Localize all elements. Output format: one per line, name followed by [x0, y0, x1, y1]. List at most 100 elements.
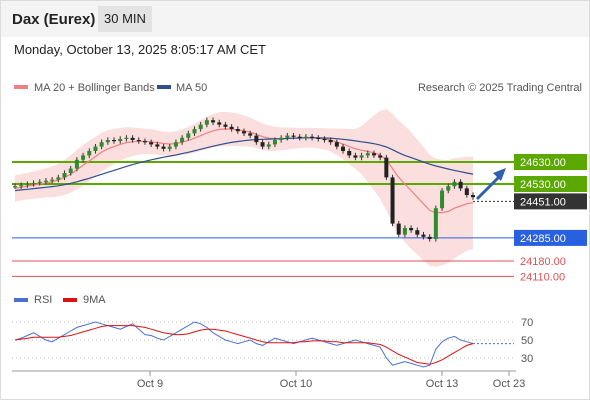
- candle-body: [43, 180, 48, 182]
- price-level-tags: 24630.00 24530.00 24451.00 24285.00 24180.00…: [514, 154, 587, 283]
- candle-body: [303, 136, 308, 138]
- x-tick-label: Oct 10: [280, 378, 312, 390]
- candle-body: [440, 190, 445, 209]
- resistance-tag-label: 24530.00: [520, 179, 566, 191]
- candle-body: [155, 144, 160, 147]
- chart-header: Dax (Eurex) 30 MIN: [1, 1, 589, 37]
- candle-body: [229, 126, 234, 129]
- candle-body: [458, 181, 463, 189]
- candle-body: [211, 120, 216, 123]
- rsi-lines: [14, 321, 514, 368]
- resistance-tag: [514, 176, 587, 192]
- candle-body: [242, 131, 246, 134]
- rsi-legend-label: RSI: [34, 294, 52, 306]
- candle-body: [99, 142, 104, 147]
- candle-body: [31, 182, 36, 185]
- candle-body: [396, 223, 401, 235]
- rsi-tick-label: 50: [521, 335, 533, 347]
- rsi-ma-line: [14, 325, 474, 365]
- candle-body: [204, 120, 209, 125]
- candle-body: [192, 129, 197, 134]
- instrument-title: Dax (Eurex): [12, 11, 96, 28]
- candle-body: [272, 140, 277, 145]
- bullish-arrow-icon: [475, 168, 506, 201]
- rsi-tick-label: 70: [521, 317, 533, 329]
- candle-body: [316, 137, 321, 139]
- x-tick-label: Oct 23: [493, 378, 525, 390]
- arrow-shaft: [475, 173, 503, 201]
- candle-body: [365, 153, 370, 156]
- candle-body: [37, 181, 42, 183]
- candle-body: [25, 184, 30, 186]
- candle-body: [421, 234, 426, 237]
- candle-body: [93, 146, 98, 151]
- candle-body: [217, 122, 222, 125]
- candle-body: [19, 185, 24, 187]
- candle-body: [186, 133, 191, 138]
- candle-body: [149, 142, 154, 145]
- candle-body: [68, 168, 73, 173]
- candle-body: [266, 144, 271, 147]
- ma20-legend-swatch: [14, 85, 28, 89]
- candle-body: [464, 188, 469, 195]
- candle-body: [62, 173, 67, 178]
- candle-body: [279, 137, 284, 140]
- rsi-legend-swatch: [14, 298, 28, 302]
- candle-body: [198, 124, 203, 129]
- support-level-label: 24180.00: [520, 256, 566, 268]
- candle-body: [223, 124, 228, 127]
- candle-body: [371, 153, 376, 156]
- candle-body: [415, 230, 420, 235]
- resistance-tag-label: 24630.00: [520, 157, 566, 169]
- candle-body: [118, 138, 123, 142]
- candle-body: [322, 138, 327, 141]
- x-tick-label: Oct 9: [137, 378, 163, 390]
- candle-body: [248, 133, 253, 136]
- candle-body: [124, 137, 129, 139]
- copyright-text: Research © 2025 Trading Central: [418, 82, 582, 94]
- ma20-legend-label: MA 20 + Bollinger Bands: [34, 82, 155, 94]
- candle-body: [173, 142, 178, 147]
- candle-body: [112, 140, 117, 142]
- candle-body: [136, 140, 141, 142]
- rsi-ma-legend-swatch: [63, 298, 77, 302]
- candle-body: [471, 195, 475, 198]
- candle-body: [74, 159, 79, 169]
- candle-body: [13, 186, 17, 188]
- candle-body: [409, 228, 414, 231]
- rsi-tick-label: 30: [521, 353, 533, 365]
- timeframe-badge[interactable]: 30 MIN: [98, 6, 152, 32]
- candle-body: [334, 142, 339, 147]
- x-axis: Oct 9 Oct 10 Oct 13 Oct 23: [137, 371, 525, 390]
- main-legend: MA 20 + Bollinger Bands MA 50 Research ©…: [14, 82, 582, 94]
- candle-body: [235, 129, 240, 132]
- candlesticks: [13, 117, 475, 242]
- candle-body: [285, 135, 290, 138]
- candle-body: [378, 155, 383, 158]
- support-level-label: 24110.00: [520, 271, 565, 283]
- candle-body: [427, 236, 432, 239]
- candle-body: [341, 146, 346, 151]
- candle-body: [291, 135, 296, 137]
- candle-body: [446, 186, 451, 191]
- candle-body: [167, 146, 172, 149]
- x-tick-label: Oct 13: [426, 378, 458, 390]
- bollinger-bands: [15, 109, 473, 267]
- rsi-legend: RSI 9MA: [14, 294, 106, 306]
- chart-datetime: Monday, October 13, 2025 8:05:17 AM CET: [14, 42, 266, 57]
- candle-body: [81, 155, 86, 160]
- candle-body: [56, 177, 61, 180]
- last-price-tag: [514, 193, 587, 210]
- candle-body: [310, 136, 315, 138]
- candle-body: [50, 179, 55, 181]
- candle-body: [161, 146, 166, 149]
- candle-body: [130, 137, 135, 140]
- candle-body: [180, 137, 185, 143]
- candle-body: [384, 157, 389, 178]
- ma50-legend-label: MA 50: [176, 82, 207, 94]
- candle-body: [105, 140, 110, 143]
- arrow-head: [493, 168, 506, 181]
- resistance-tag: [514, 154, 587, 170]
